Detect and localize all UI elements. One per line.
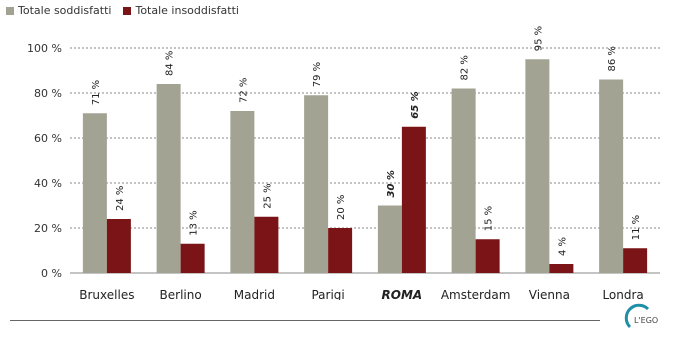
bar (525, 59, 550, 273)
bar (304, 95, 329, 273)
bar-label: 82 % (460, 55, 471, 80)
x-tick-label: Londra (602, 288, 643, 300)
bar-label: 86 % (607, 46, 618, 71)
bar-label: 79 % (312, 62, 323, 87)
bar (106, 219, 131, 273)
bottom-divider (10, 320, 600, 321)
bar-label: 72 % (238, 78, 249, 103)
y-tick-label: 40 % (34, 177, 62, 190)
bar (328, 228, 353, 273)
svg-text:L'EGO: L'EGO (634, 316, 658, 325)
bar (180, 243, 205, 273)
bars (82, 59, 648, 273)
bar-value-labels: 71 % 24 % 84 % 13 % 72 % 25 % 79 % 20 % 30 % 65 %… (91, 26, 642, 256)
bar (377, 205, 402, 273)
bar-label: 13 % (189, 210, 200, 235)
x-tick-label: Amsterdam (441, 288, 511, 300)
x-axis-ticks: Bruxelles Berlino Madrid Parigi ROMA Amsterda… (79, 288, 644, 300)
x-tick-label: Berlino (160, 288, 202, 300)
legend-swatch-unsatisfied (123, 6, 132, 15)
bar (230, 111, 255, 273)
bar-label: 24 % (115, 186, 126, 211)
legend: Totale soddisfatti Totale insoddisfatti (6, 4, 251, 17)
legend-swatch-satisfied (6, 6, 14, 15)
y-tick-label: 100 % (27, 42, 62, 55)
legend-item-unsatisfied: Totale insoddisfatti (123, 4, 239, 17)
bar (599, 79, 624, 273)
bar-label: 84 % (165, 51, 176, 76)
y-tick-label: 0 % (41, 267, 62, 280)
x-tick-label: Madrid (234, 288, 275, 300)
legend-label-unsatisfied: Totale insoddisfatti (135, 4, 239, 17)
bar-label: 15 % (484, 206, 495, 231)
bar-label: 25 % (262, 183, 273, 208)
logo-icon: L'EGO (624, 303, 658, 329)
y-axis-ticks: 0 % 20 % 40 % 60 % 80 % 100 % (27, 42, 62, 280)
bar-label: 11 % (631, 215, 642, 240)
bar-label: 65 % (410, 91, 421, 118)
bar-label: 20 % (336, 195, 347, 220)
x-tick-label: Parigi (311, 288, 344, 300)
bar-label: 95 % (533, 26, 544, 51)
y-tick-label: 20 % (34, 222, 62, 235)
legend-item-satisfied: Totale soddisfatti (6, 4, 111, 17)
x-tick-label: Bruxelles (79, 288, 134, 300)
bar-label: 71 % (91, 80, 102, 105)
y-tick-label: 80 % (34, 87, 62, 100)
bar (475, 239, 500, 273)
y-tick-label: 60 % (34, 132, 62, 145)
bar (401, 126, 426, 273)
bar-label: 30 % (386, 170, 397, 197)
bar (82, 113, 107, 273)
bar-label: 4 % (557, 237, 568, 256)
bar (549, 264, 574, 273)
bar-chart: 0 % 20 % 40 % 60 % 80 % 100 % 71 % 24 % 84 % 13 … (27, 26, 660, 300)
legend-label-satisfied: Totale soddisfatti (18, 4, 112, 17)
x-tick-label: ROMA (382, 288, 423, 300)
x-tick-label: Vienna (529, 288, 570, 300)
bar (156, 84, 181, 273)
bar (451, 88, 476, 273)
bar (254, 216, 279, 273)
bar (623, 248, 648, 273)
